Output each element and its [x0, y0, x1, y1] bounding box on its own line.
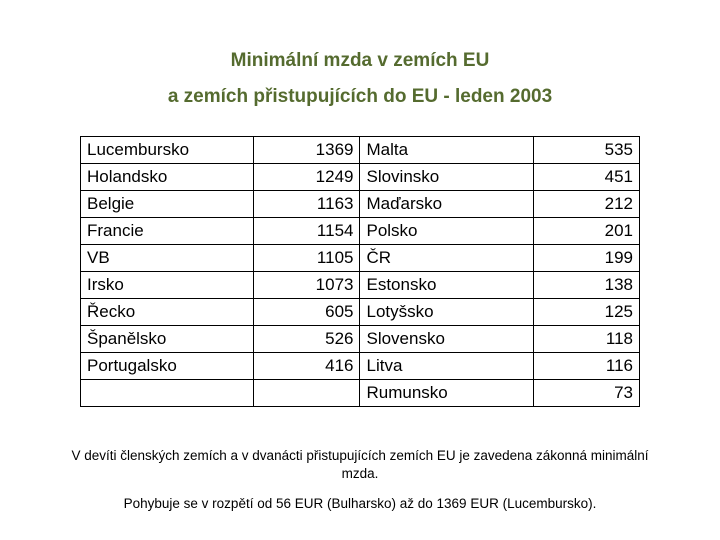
value-cell: 138 [533, 272, 639, 299]
table-row: Portugalsko 416 Litva 116 [81, 353, 640, 380]
country-cell: Belgie [81, 191, 254, 218]
footnote-2: Pohybuje se v rozpětí od 56 EUR (Bulhars… [60, 495, 660, 513]
footnote-1: V devíti členských zemích a v dvanácti p… [60, 447, 660, 483]
title-line-1: Minimální mzda v zemích EU [30, 50, 690, 72]
footnotes: V devíti členských zemích a v dvanácti p… [30, 447, 690, 514]
value-cell: 1073 [254, 272, 360, 299]
table-row: Španělsko 526 Slovensko 118 [81, 326, 640, 353]
country-cell: Francie [81, 218, 254, 245]
country-cell: Holandsko [81, 164, 254, 191]
country-cell: Slovensko [360, 326, 533, 353]
table-container: Lucembursko 1369 Malta 535 Holandsko 124… [30, 136, 690, 407]
value-cell: 201 [533, 218, 639, 245]
title-block: Minimální mzda v zemích EU a zemích přis… [30, 50, 690, 108]
value-cell: 416 [254, 353, 360, 380]
country-cell: Řecko [81, 299, 254, 326]
table-row: Francie 1154 Polsko 201 [81, 218, 640, 245]
table-body: Lucembursko 1369 Malta 535 Holandsko 124… [81, 137, 640, 407]
table-row: Irsko 1073 Estonsko 138 [81, 272, 640, 299]
value-cell: 526 [254, 326, 360, 353]
table-row: Řecko 605 Lotyšsko 125 [81, 299, 640, 326]
country-cell: Portugalsko [81, 353, 254, 380]
table-row: Lucembursko 1369 Malta 535 [81, 137, 640, 164]
value-cell: 451 [533, 164, 639, 191]
value-cell: 73 [533, 380, 639, 407]
country-cell: Litva [360, 353, 533, 380]
country-cell: Lucembursko [81, 137, 254, 164]
value-cell: 1105 [254, 245, 360, 272]
value-cell: 116 [533, 353, 639, 380]
country-cell: Malta [360, 137, 533, 164]
value-cell: 605 [254, 299, 360, 326]
minimum-wage-table: Lucembursko 1369 Malta 535 Holandsko 124… [80, 136, 640, 407]
country-cell: VB [81, 245, 254, 272]
value-cell: 535 [533, 137, 639, 164]
value-cell: 125 [533, 299, 639, 326]
table-row: Rumunsko 73 [81, 380, 640, 407]
value-cell: 212 [533, 191, 639, 218]
table-row: Holandsko 1249 Slovinsko 451 [81, 164, 640, 191]
value-cell: 1249 [254, 164, 360, 191]
title-line-2: a zemích přistupujících do EU - leden 20… [30, 86, 690, 108]
value-cell: 199 [533, 245, 639, 272]
value-cell: 118 [533, 326, 639, 353]
value-cell: 1163 [254, 191, 360, 218]
country-cell [81, 380, 254, 407]
country-cell: Estonsko [360, 272, 533, 299]
country-cell: Lotyšsko [360, 299, 533, 326]
table-row: VB 1105 ČR 199 [81, 245, 640, 272]
country-cell: Rumunsko [360, 380, 533, 407]
value-cell: 1369 [254, 137, 360, 164]
country-cell: Slovinsko [360, 164, 533, 191]
value-cell: 1154 [254, 218, 360, 245]
country-cell: Polsko [360, 218, 533, 245]
value-cell [254, 380, 360, 407]
country-cell: Irsko [81, 272, 254, 299]
country-cell: Maďarsko [360, 191, 533, 218]
country-cell: ČR [360, 245, 533, 272]
table-row: Belgie 1163 Maďarsko 212 [81, 191, 640, 218]
country-cell: Španělsko [81, 326, 254, 353]
